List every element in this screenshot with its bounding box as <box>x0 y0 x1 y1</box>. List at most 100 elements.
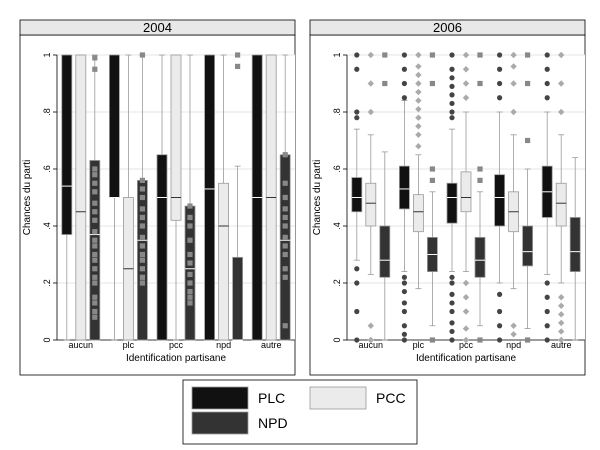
outlier-point <box>92 266 98 272</box>
outlier-point <box>497 323 503 329</box>
outlier-point <box>401 95 407 101</box>
outlier-point <box>415 63 422 70</box>
outlier-point <box>415 114 422 121</box>
outlier-point <box>415 131 422 138</box>
outlier-point <box>92 189 98 195</box>
outlier-point <box>139 274 145 280</box>
box-PCC-aucun <box>75 54 87 341</box>
outlier-point <box>401 280 407 286</box>
box <box>170 54 182 221</box>
outlier-point <box>187 203 193 209</box>
outlier-point <box>462 325 470 332</box>
y-tick-label: .6 <box>42 165 52 173</box>
outlier-point <box>401 308 407 315</box>
outlier-point <box>92 257 98 263</box>
outlier-point <box>282 234 288 240</box>
outlier-point <box>92 217 98 223</box>
outlier-point <box>544 52 550 58</box>
box <box>109 54 120 198</box>
outlier-point <box>187 251 193 258</box>
box-PLC-autre <box>541 52 553 343</box>
outlier-point <box>382 80 388 87</box>
outlier-point <box>497 291 503 297</box>
outlier-point <box>139 52 145 58</box>
outlier-point <box>401 288 407 295</box>
box-NPD-plc <box>427 52 438 343</box>
box-NPD-plc <box>137 52 148 341</box>
y-tick-label: .8 <box>332 108 342 116</box>
outlier-point <box>92 166 98 172</box>
box <box>569 217 581 272</box>
outlier-point <box>477 177 483 183</box>
outlier-point <box>282 266 288 272</box>
box <box>89 160 101 341</box>
outlier-point <box>429 52 435 58</box>
outlier-point <box>92 229 98 235</box>
outlier-point <box>282 180 288 186</box>
outlier-point <box>92 55 98 61</box>
legend-label-npd: NPD <box>258 415 288 431</box>
outlier-point <box>462 51 470 59</box>
outlier-point <box>429 166 435 172</box>
outlier-point <box>367 51 374 59</box>
outlier-point <box>401 323 407 329</box>
box-NPD-autre <box>569 157 581 341</box>
outlier-point <box>92 243 98 249</box>
box <box>413 194 424 233</box>
outlier-point <box>415 97 422 104</box>
outlier-point <box>544 66 550 72</box>
box-NPD-aucun <box>89 54 101 341</box>
outlier-point <box>92 274 98 280</box>
outlier-point <box>354 66 360 72</box>
x-tick-label: pcc <box>169 340 184 350</box>
outlier-point <box>187 260 193 266</box>
box-PCC-plc <box>123 54 134 341</box>
outlier-point <box>282 152 288 158</box>
outlier-point <box>92 172 98 178</box>
outlier-point <box>92 300 98 306</box>
outlier-point <box>462 279 470 287</box>
box-PLC-autre <box>251 54 263 341</box>
outlier-point <box>449 66 455 72</box>
box <box>522 225 534 267</box>
box-PCC-autre <box>265 54 277 341</box>
x-tick-label: npd <box>216 340 231 350</box>
outlier-point <box>187 223 193 229</box>
outlier-point <box>367 108 374 116</box>
outlier-point <box>497 66 503 72</box>
x-tick-label: plc <box>413 340 425 350</box>
outlier-point <box>139 186 145 192</box>
outlier-point <box>449 115 455 121</box>
legend-swatch-plc <box>191 386 249 410</box>
box <box>555 182 567 227</box>
box <box>365 182 377 227</box>
panel-title: 2004 <box>143 20 172 35</box>
box-PLC-pcc <box>156 54 168 341</box>
x-tick-label: aucun <box>69 340 94 350</box>
outlier-point <box>449 109 455 115</box>
outlier-point <box>415 51 422 59</box>
legend-label-plc: PLC <box>258 390 285 406</box>
box-NPD-npd <box>522 52 534 343</box>
outlier-point <box>92 237 98 243</box>
outlier-point <box>462 308 470 315</box>
outlier-point <box>401 331 407 337</box>
outlier-point <box>187 280 193 286</box>
box-PLC-pcc <box>446 52 458 343</box>
box-PLC-aucun <box>61 54 73 341</box>
outlier-point <box>92 200 98 206</box>
y-tick-label: .4 <box>42 222 52 230</box>
outlier-point <box>92 314 98 320</box>
outlier-point <box>497 80 503 87</box>
x-tick-label: autre <box>551 340 572 350</box>
outlier-point <box>449 100 455 107</box>
outlier-point <box>429 177 435 183</box>
x-tick-label: plc <box>123 340 135 350</box>
box <box>494 174 506 227</box>
box-PLC-plc <box>399 52 410 343</box>
outlier-point <box>282 274 288 280</box>
box-NPD-aucun <box>379 52 391 341</box>
outlier-point <box>477 52 483 58</box>
outlier-point <box>382 52 388 58</box>
box-NPD-autre <box>279 54 291 341</box>
